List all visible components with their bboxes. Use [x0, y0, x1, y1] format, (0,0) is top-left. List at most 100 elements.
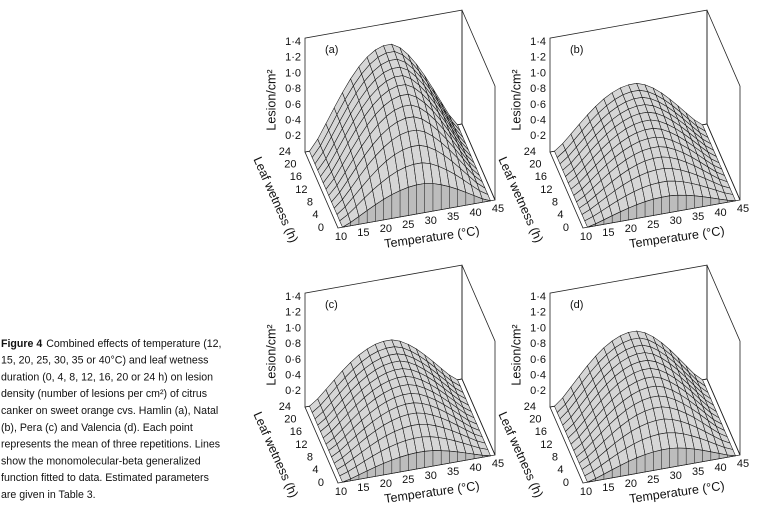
- t-axis-title: Temperature (°C): [383, 224, 480, 251]
- t-tick-label: 15: [357, 482, 369, 494]
- t-tick-label: 25: [647, 219, 659, 231]
- w-tick-label: 8: [307, 452, 313, 464]
- t-tick-label: 20: [380, 223, 392, 235]
- w-tick-label: 16: [535, 426, 547, 438]
- z-tick-label: 1·0: [285, 67, 301, 79]
- z-axis-title: Lesion/cm²: [264, 69, 278, 130]
- z-tick-label: 0·8: [530, 83, 546, 95]
- t-tick-label: 10: [580, 486, 592, 498]
- w-tick-label: 24: [524, 401, 536, 413]
- z-tick-label: 0·4: [285, 369, 301, 381]
- t-tick-label: 30: [670, 470, 682, 482]
- caption-label: Figure 4: [1, 338, 42, 350]
- right-wall: [461, 264, 496, 456]
- w-tick-label: 0: [318, 222, 324, 234]
- t-tick-label: 10: [580, 231, 592, 243]
- w-tick-label: 4: [312, 464, 318, 476]
- caption-line: function fitted to data. Estimated param…: [1, 472, 209, 484]
- z-tick-label: 0·4: [530, 114, 546, 126]
- panel-label: (b): [570, 44, 583, 56]
- t-axis-title: Temperature (°C): [383, 479, 480, 506]
- t-tick-label: 45: [492, 458, 504, 470]
- caption-text: Combined effects of temperature (12,: [46, 338, 221, 350]
- z-tick-label: 0·6: [530, 99, 546, 111]
- t-tick-label: 10: [335, 231, 347, 243]
- caption-line: canker on sweet orange cvs. Hamlin (a), …: [1, 405, 218, 417]
- w-tick-label: 12: [295, 184, 307, 196]
- z-tick-label: 1·4: [530, 36, 546, 48]
- z-tick-label: 0·6: [285, 99, 301, 111]
- right-wall: [706, 264, 741, 456]
- z-tick-label: 0·4: [285, 114, 301, 126]
- w-tick-label: 8: [552, 197, 558, 209]
- z-axis-title: Lesion/cm²: [509, 69, 523, 130]
- t-tick-label: 35: [447, 211, 459, 223]
- w-tick-label: 8: [307, 197, 313, 209]
- z-tick-label: 0·4: [530, 369, 546, 381]
- z-tick-label: 0·8: [285, 338, 301, 350]
- w-tick-label: 16: [535, 171, 547, 183]
- w-tick-label: 24: [279, 146, 291, 158]
- w-tick-label: 12: [540, 439, 552, 451]
- w-tick-label: 24: [279, 401, 291, 413]
- z-tick-label: 1·4: [285, 36, 301, 48]
- z-tick-label: 1·2: [285, 307, 301, 319]
- t-tick-label: 45: [492, 203, 504, 215]
- z-axis-title: Lesion/cm²: [264, 324, 278, 385]
- z-tick-label: 0·2: [530, 130, 546, 142]
- w-tick-label: 4: [312, 209, 318, 221]
- t-tick-label: 30: [670, 215, 682, 227]
- t-tick-label: 40: [469, 207, 481, 219]
- caption-line: duration (0, 4, 8, 12, 16, 20 or 24 h) o…: [1, 371, 213, 383]
- right-wall: [461, 9, 496, 201]
- z-tick-label: 1·0: [530, 67, 546, 79]
- right-wall: [706, 9, 741, 201]
- t-tick-label: 10: [335, 486, 347, 498]
- w-tick-label: 20: [529, 414, 541, 426]
- t-tick-label: 45: [737, 203, 749, 215]
- z-axis-title: Lesion/cm²: [509, 324, 523, 385]
- t-tick-label: 40: [469, 462, 481, 474]
- t-tick-label: 25: [402, 219, 414, 231]
- z-tick-label: 0·6: [530, 354, 546, 366]
- w-tick-label: 20: [284, 159, 296, 171]
- t-tick-label: 25: [647, 474, 659, 486]
- w-tick-label: 12: [540, 184, 552, 196]
- caption: Figure 4 Combined effects of temperature …: [1, 338, 222, 501]
- caption-line: represents the mean of three repetitions…: [1, 439, 220, 451]
- panel-label: (a): [325, 44, 338, 56]
- w-tick-label: 20: [284, 414, 296, 426]
- z-tick-label: 1·0: [285, 322, 301, 334]
- w-tick-label: 12: [295, 439, 307, 451]
- w-tick-label: 24: [524, 146, 536, 158]
- caption-line: 15, 20, 25, 30, 35 or 40°C) and leaf wet…: [1, 355, 208, 367]
- caption-line: are given in Table 3.: [1, 489, 96, 501]
- z-tick-label: 0·2: [285, 385, 301, 397]
- z-tick-label: 1·0: [530, 322, 546, 334]
- t-tick-label: 15: [602, 482, 614, 494]
- panel-label: (c): [325, 299, 338, 311]
- t-tick-label: 35: [692, 211, 704, 223]
- t-tick-label: 20: [625, 223, 637, 235]
- z-tick-label: 0·2: [530, 385, 546, 397]
- z-tick-label: 1·2: [285, 52, 301, 64]
- t-tick-label: 30: [425, 470, 437, 482]
- z-tick-label: 1·4: [285, 291, 301, 303]
- z-tick-label: 0·6: [285, 354, 301, 366]
- t-tick-label: 35: [447, 466, 459, 478]
- w-tick-label: 0: [563, 477, 569, 489]
- w-tick-label: 0: [318, 477, 324, 489]
- w-tick-label: 0: [563, 222, 569, 234]
- w-tick-label: 8: [552, 452, 558, 464]
- z-tick-label: 1·2: [530, 307, 546, 319]
- w-tick-label: 16: [290, 426, 302, 438]
- w-tick-label: 4: [557, 464, 563, 476]
- z-tick-label: 0·2: [285, 130, 301, 142]
- t-tick-label: 25: [402, 474, 414, 486]
- t-axis-title: Temperature (°C): [628, 479, 725, 506]
- z-tick-label: 0·8: [285, 83, 301, 95]
- t-tick-label: 20: [380, 478, 392, 490]
- caption-line: show the monomolecular-beta generalized: [1, 455, 201, 467]
